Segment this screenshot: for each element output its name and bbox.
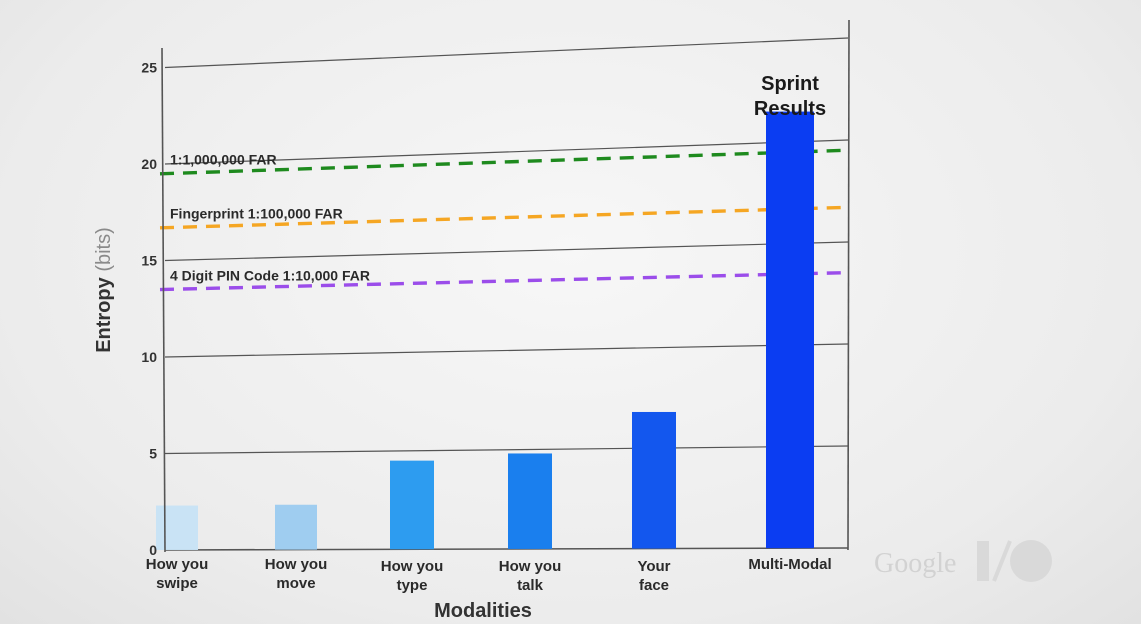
x-category-label-3-0: How you bbox=[499, 558, 562, 575]
x-category-label-2-1: type bbox=[397, 577, 428, 594]
gridline-5 bbox=[164, 445, 849, 455]
x-category-label-0-0: How you bbox=[146, 556, 209, 573]
y-axis-title-unit: (bits) bbox=[93, 227, 115, 271]
gridline-25 bbox=[164, 37, 849, 69]
grid-layer bbox=[164, 37, 849, 551]
io-o-shape bbox=[1010, 540, 1052, 582]
reference-label-0: 1:1,000,000 FAR bbox=[170, 151, 277, 167]
reference-label-2: 4 Digit PIN Code 1:10,000 FAR bbox=[170, 267, 370, 283]
bar-1 bbox=[275, 504, 317, 550]
gridline-20 bbox=[164, 139, 849, 165]
gridline-10 bbox=[164, 343, 849, 358]
bar-0 bbox=[156, 505, 198, 550]
x-category-label-2-0: How you bbox=[381, 558, 444, 575]
y-tick-10: 10 bbox=[141, 349, 157, 365]
google-io-watermark: Google bbox=[874, 540, 1052, 582]
reference-label-1: Fingerprint 1:100,000 FAR bbox=[170, 206, 343, 222]
plot-right-border bbox=[847, 19, 850, 551]
x-category-label-1-0: How you bbox=[265, 556, 328, 573]
y-tick-15: 15 bbox=[141, 253, 157, 269]
gridline-0 bbox=[164, 547, 849, 551]
y-tick-20: 20 bbox=[141, 156, 157, 172]
x-category-label-4-1: face bbox=[639, 577, 669, 594]
x-category-label-1-1: move bbox=[276, 575, 315, 592]
bar-2 bbox=[390, 460, 434, 550]
axes bbox=[161, 19, 850, 553]
bar-4 bbox=[632, 411, 676, 549]
bar-5 bbox=[766, 111, 814, 549]
bar-3 bbox=[508, 453, 552, 549]
x-category-label-5-0: Multi-Modal bbox=[748, 556, 831, 573]
y-axis-title-main: Entropy bbox=[93, 272, 115, 353]
y-axis-line bbox=[161, 47, 166, 553]
annotation-line-0: Sprint bbox=[761, 73, 819, 95]
annotation-line-1: Results bbox=[754, 98, 826, 120]
x-category-label-3-1: talk bbox=[517, 577, 544, 594]
google-watermark-text: Google bbox=[874, 548, 956, 579]
io-slash-shape bbox=[992, 540, 1012, 582]
y-tick-25: 25 bbox=[141, 60, 157, 76]
y-tick-0: 0 bbox=[149, 542, 157, 558]
gridline-15 bbox=[164, 241, 849, 262]
x-axis-title: Modalities bbox=[434, 600, 532, 622]
x-category-label-0-1: swipe bbox=[156, 575, 198, 592]
x-category-label-4-0: Your bbox=[637, 558, 670, 575]
y-tick-5: 5 bbox=[149, 446, 157, 462]
labels: 0 5 10 15 20 25 1:1,000,000 FAR Fingerprint 1:1… bbox=[93, 60, 832, 623]
y-axis-title: Entropy (bits) bbox=[93, 227, 115, 353]
io-i-shape bbox=[977, 541, 989, 581]
bars bbox=[156, 111, 814, 550]
